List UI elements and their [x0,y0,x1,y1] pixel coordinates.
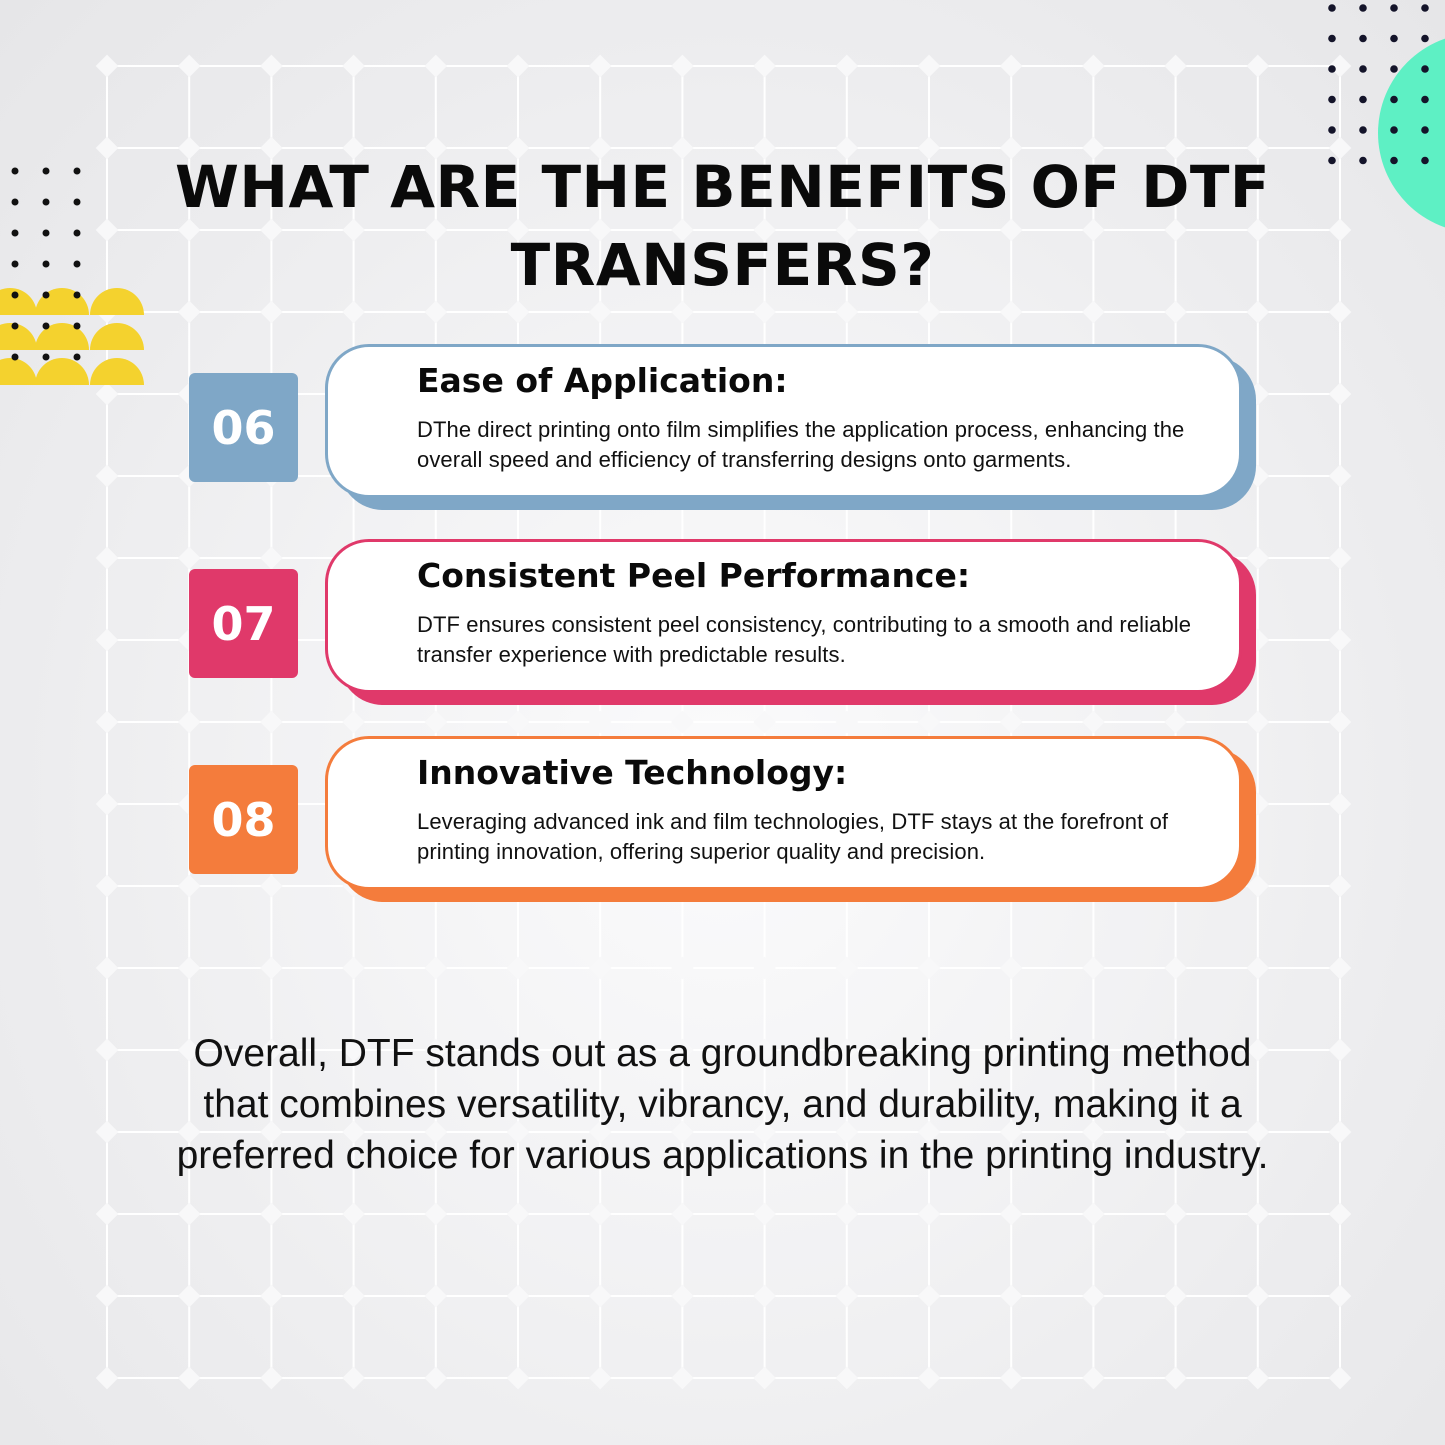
benefit-heading: Consistent Peel Performance: [417,556,971,595]
item-number-badge: 06 [189,373,298,482]
item-number-badge: 08 [189,765,298,874]
benefit-heading: Innovative Technology: [417,753,848,792]
left-dot-grid-decoration [11,167,81,361]
benefit-description: DTF ensures consistent peel consistency,… [417,612,1192,667]
benefit-card: Consistent Peel Performance: DTF ensures… [325,539,1242,693]
summary-text: Overall, DTF stands out as a groundbreak… [176,1032,1269,1177]
benefit-card: Ease of Application: DThe direct printin… [325,344,1242,498]
mint-circle-decoration [1328,4,1445,228]
page-title: WHAT ARE THE BENEFITS OF DTF TRANSFERS? [174,153,1271,299]
benefit-description: DThe direct printing onto film simplifie… [417,417,1185,472]
benefit-description: Leveraging advanced ink and film technol… [417,809,1169,864]
benefit-card: Innovative Technology: Leveraging advanc… [325,736,1242,890]
item-number-badge: 07 [189,569,298,678]
yellow-semicircles-decoration [0,288,144,385]
benefit-heading: Ease of Application: [417,361,788,400]
